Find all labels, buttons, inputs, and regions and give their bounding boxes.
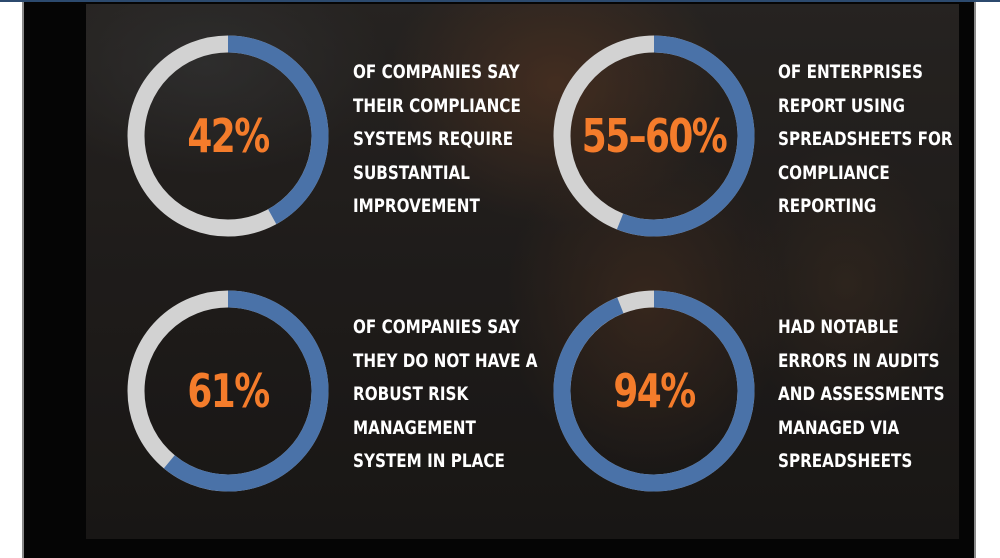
top-rule (0, 0, 1000, 2)
stat-description-3: OF COMPANIES SAY THEY DO NOT HAVE A ROBU… (353, 311, 538, 479)
description-line: ROBUST RISK (353, 383, 469, 405)
description-line: SUBSTANTIAL (353, 161, 470, 184)
progress-ring (124, 287, 332, 495)
ring-fill-arc (127, 290, 329, 492)
description-line: HAD NOTABLE (778, 316, 899, 338)
progress-ring (124, 32, 332, 240)
infographic-screen: 42% OF COMPANIES SAY THEIR COMPLIANCE SY… (86, 4, 959, 539)
description-line: SYSTEMS REQUIRE (353, 128, 514, 150)
percent-value: 94% (613, 364, 696, 418)
description-line: THEIR COMPLIANCE (353, 94, 521, 117)
description-line: OF ENTERPRISES (778, 61, 923, 83)
stat-description-2: OF ENTERPRISES REPORT USING SPREADSHEETS… (778, 56, 953, 224)
progress-ring (550, 32, 758, 240)
description-line: THEY DO NOT HAVE A (353, 349, 538, 372)
percent-value: 55–60% (581, 109, 728, 163)
description-line: OF COMPANIES SAY (353, 316, 520, 338)
description-line: MANAGED VIA (778, 416, 900, 439)
description-line: SPREADSHEETS (778, 450, 913, 472)
percent-value: 42% (187, 109, 270, 163)
stat-description-4: HAD NOTABLE ERRORS IN AUDITS AND ASSESSM… (778, 311, 945, 479)
description-line: REPORT USING (778, 94, 905, 117)
description-line: COMPLIANCE (778, 161, 890, 184)
progress-ring (550, 287, 758, 495)
description-line: SYSTEM IN PLACE (353, 450, 505, 472)
description-line: REPORTING (778, 195, 877, 217)
ring-fill-arc (553, 290, 755, 492)
ring-fill-arc (553, 35, 755, 237)
device-frame: 42% OF COMPANIES SAY THEIR COMPLIANCE SY… (22, 2, 976, 558)
description-line: OF COMPANIES SAY (353, 61, 520, 83)
percent-value: 61% (187, 364, 270, 418)
description-line: AND ASSESSMENTS (778, 383, 945, 405)
description-line: IMPROVEMENT (353, 195, 480, 217)
description-line: ERRORS IN AUDITS (778, 349, 940, 372)
stat-description-1: OF COMPANIES SAY THEIR COMPLIANCE SYSTEM… (353, 56, 521, 224)
background-photo (86, 4, 959, 539)
description-line: SPREADSHEETS FOR (778, 128, 953, 150)
description-line: MANAGEMENT (353, 416, 476, 439)
ring-fill-arc (127, 35, 329, 237)
